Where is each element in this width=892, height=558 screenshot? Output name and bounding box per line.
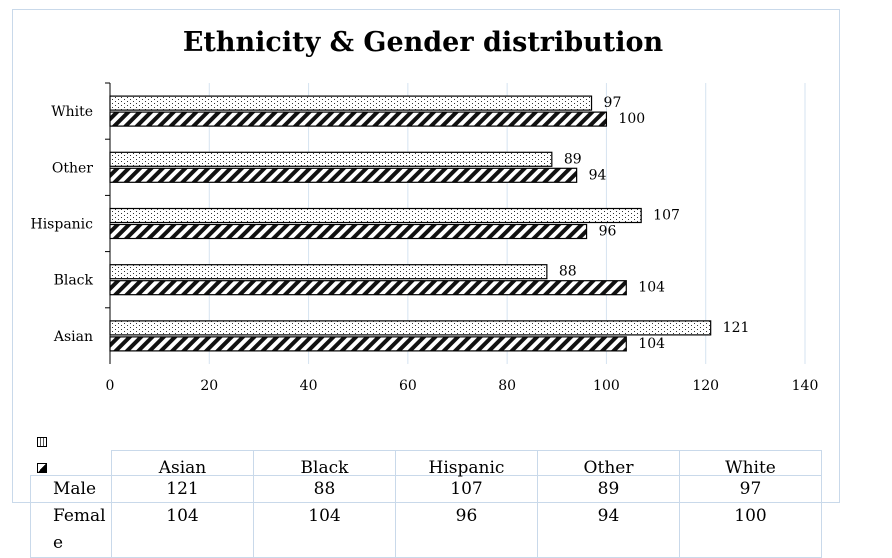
x-tick-label: 20 — [200, 378, 218, 394]
bar-female-white — [109, 111, 608, 127]
bars — [109, 95, 712, 352]
bar-male-other — [109, 151, 553, 167]
x-tick-label: 120 — [692, 378, 719, 394]
table-cell: 104 — [253, 502, 396, 558]
table-corner — [30, 450, 112, 476]
table-row: Femal e 104 104 96 94 100 — [30, 502, 822, 558]
category-label: Other — [52, 160, 93, 176]
bar-male-hispanic — [109, 207, 642, 224]
category-label: Black — [54, 273, 94, 289]
x-tick-label: 80 — [498, 378, 516, 394]
data-table: Asian Black Hispanic Other White Male 12… — [30, 450, 822, 558]
table-header-row: Asian Black Hispanic Other White — [30, 450, 822, 477]
legend-key-male — [37, 437, 47, 447]
table-cell: 121 — [111, 475, 254, 503]
bar-female-hispanic — [109, 223, 588, 240]
x-tick-label: 0 — [106, 378, 115, 394]
data-label: 89 — [564, 151, 582, 167]
bar-female-other — [109, 167, 578, 183]
table-row: Male 121 88 107 89 97 — [30, 475, 822, 503]
table-header-cell: Asian — [111, 450, 254, 477]
category-label: White — [51, 104, 93, 120]
data-label: 96 — [599, 224, 617, 240]
table-cell: 88 — [253, 475, 396, 503]
table-cell: 96 — [395, 502, 538, 558]
grid-lines — [208, 83, 806, 364]
table-header-cell: White — [679, 450, 822, 477]
x-tick-label: 60 — [399, 378, 417, 394]
data-label: 104 — [638, 336, 665, 352]
data-label: 94 — [589, 167, 607, 183]
bar-male-black — [109, 264, 548, 280]
category-label: Asian — [53, 329, 93, 345]
table-cell: 89 — [537, 475, 680, 503]
data-label: 104 — [638, 280, 665, 296]
bar-male-white — [109, 95, 593, 111]
table-cell: 94 — [537, 502, 680, 558]
bar-male-asian — [109, 320, 712, 336]
x-tick-labels: 0 20 40 60 80 100 120 140 — [106, 378, 819, 394]
table-row-label: Femal e — [30, 502, 112, 558]
chart-title: Ethnicity & Gender distribution — [183, 27, 664, 58]
category-axis: Asian Black Hispanic Other White — [30, 82, 111, 364]
data-label: 107 — [653, 208, 680, 224]
category-label: Hispanic — [30, 217, 93, 233]
bar-female-asian — [109, 336, 627, 352]
table-header-cell: Black — [253, 450, 396, 477]
data-label: 121 — [723, 320, 750, 336]
table-cell: 107 — [395, 475, 538, 503]
bar-female-black — [109, 280, 627, 296]
table-header-cell: Hispanic — [395, 450, 538, 477]
x-tick-label: 100 — [593, 378, 620, 394]
table-cell: 104 — [111, 502, 254, 558]
table-header-cell: Other — [537, 450, 680, 477]
x-tick-label: 140 — [792, 378, 819, 394]
table-cell: 100 — [679, 502, 822, 558]
data-label: 97 — [604, 95, 622, 111]
table-cell: 97 — [679, 475, 822, 503]
table-row-label: Male — [30, 475, 112, 503]
data-label: 100 — [618, 111, 645, 127]
x-tick-label: 40 — [300, 378, 318, 394]
data-label: 88 — [559, 264, 577, 280]
